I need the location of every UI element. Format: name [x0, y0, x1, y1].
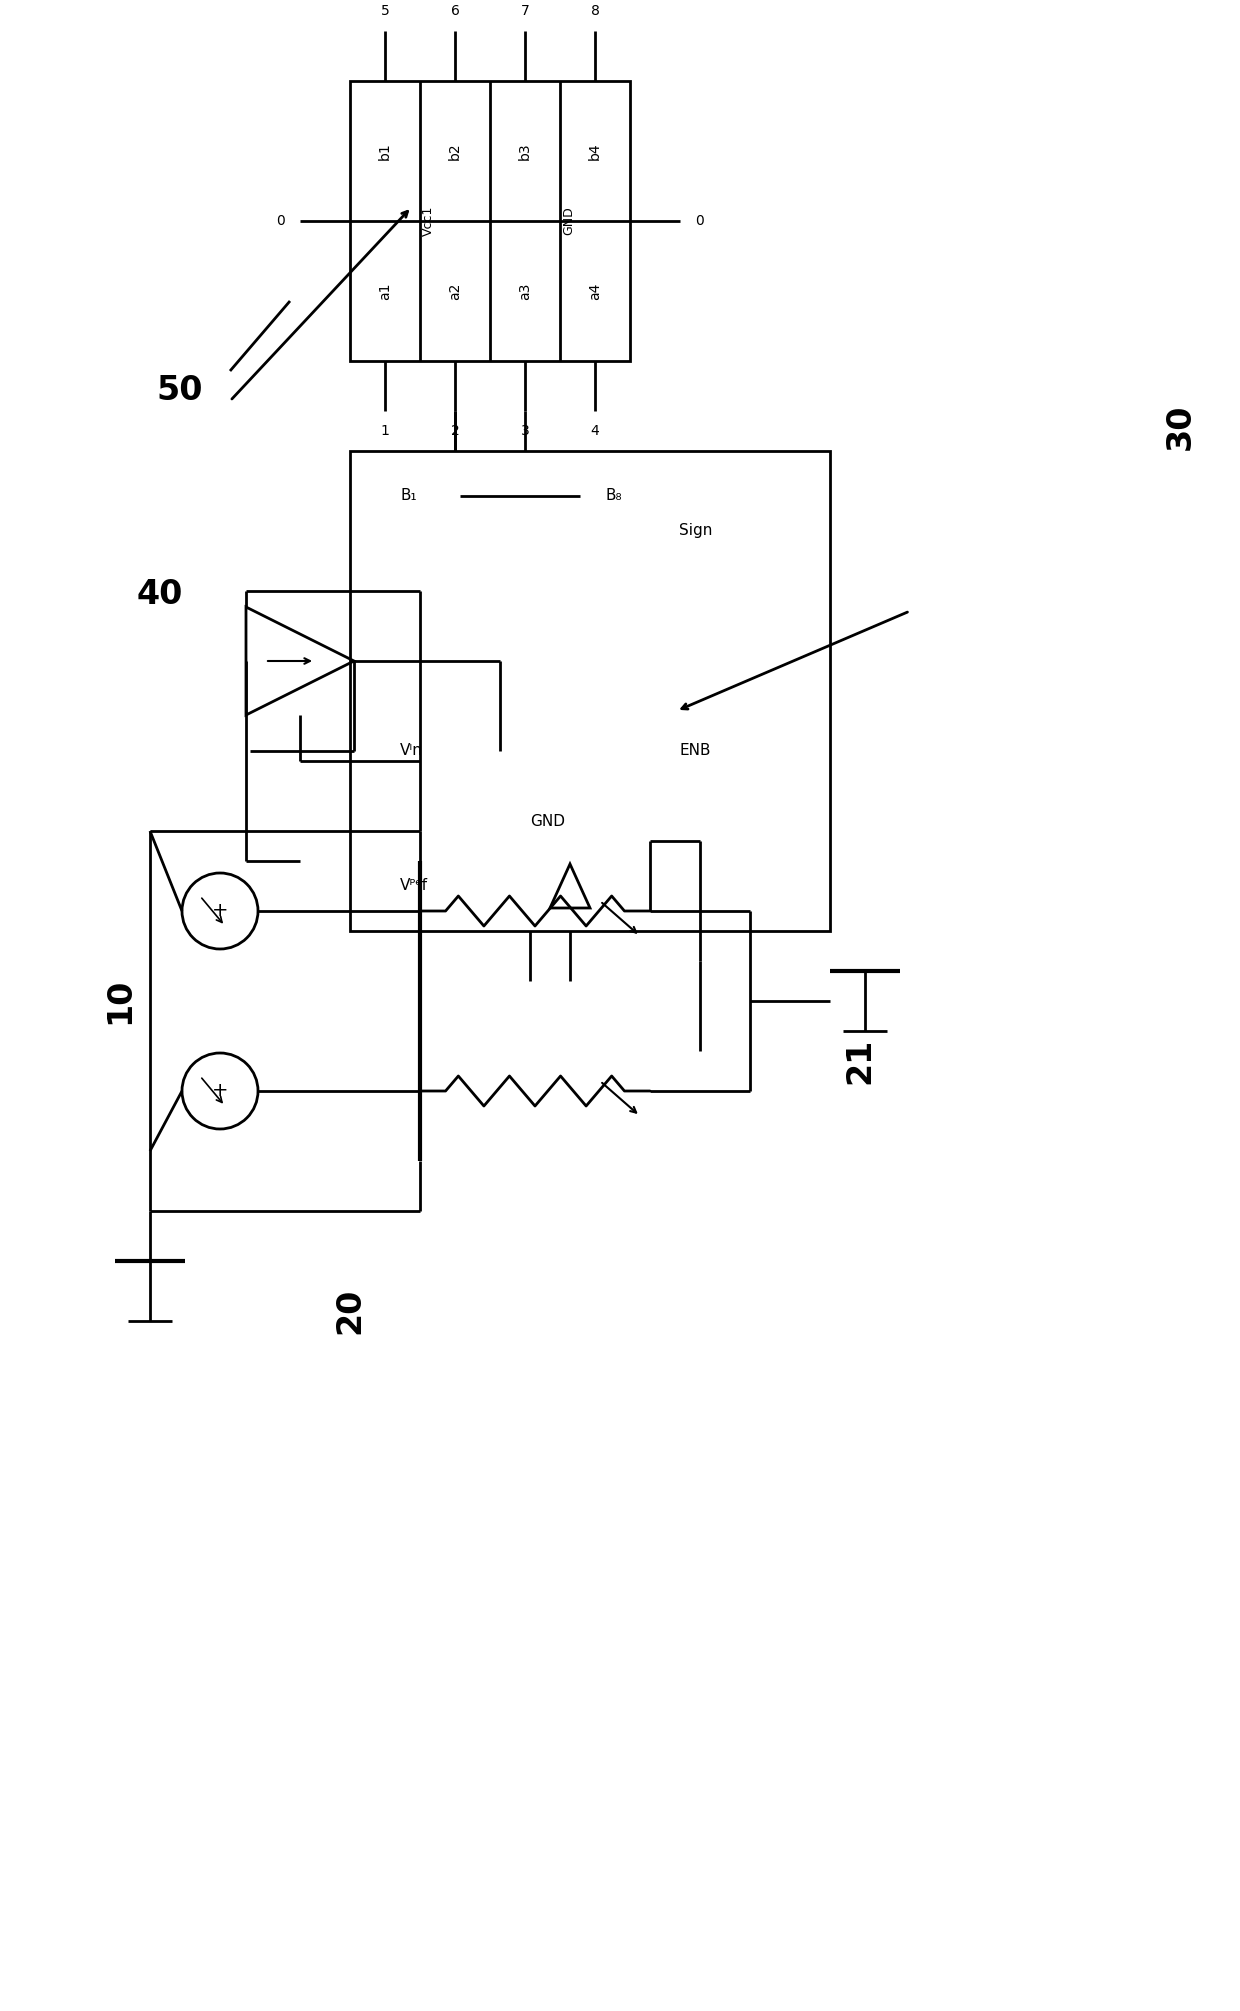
Text: 5: 5	[381, 4, 389, 18]
Text: 7: 7	[521, 4, 529, 18]
Bar	[350, 450, 830, 931]
Text: 30: 30	[1163, 404, 1197, 450]
Text: ENB: ENB	[680, 744, 712, 758]
Text: a3: a3	[518, 282, 532, 300]
Text: Vᴵn: Vᴵn	[401, 744, 423, 758]
Text: B₈: B₈	[606, 489, 622, 503]
Text: 8: 8	[590, 4, 599, 18]
Text: a2: a2	[448, 282, 463, 300]
Text: 50: 50	[156, 374, 203, 408]
Text: 21: 21	[843, 1038, 877, 1084]
Text: 4: 4	[590, 424, 599, 438]
Text: a4: a4	[588, 282, 601, 300]
Text: 3: 3	[521, 424, 529, 438]
Text: 1: 1	[381, 424, 389, 438]
Text: GND: GND	[562, 207, 575, 235]
Text: b2: b2	[448, 143, 463, 159]
Text: 40: 40	[136, 579, 184, 611]
Text: 0: 0	[277, 213, 285, 227]
Text: b1: b1	[378, 143, 392, 161]
Text: 6: 6	[450, 4, 460, 18]
Text: 0: 0	[694, 213, 704, 227]
Text: 20: 20	[334, 1287, 367, 1333]
Text: +: +	[212, 1082, 228, 1100]
Text: 10: 10	[103, 977, 136, 1024]
Text: Vcc1: Vcc1	[422, 205, 435, 235]
Text: b3: b3	[518, 143, 532, 159]
Text: GND: GND	[529, 814, 565, 829]
Text: B₁: B₁	[401, 489, 417, 503]
Text: 2: 2	[450, 424, 459, 438]
Text: Sign: Sign	[680, 523, 712, 539]
Text: Vᴾᵉf: Vᴾᵉf	[401, 879, 428, 893]
Bar	[350, 80, 630, 362]
Text: +: +	[212, 901, 228, 921]
Text: a1: a1	[378, 282, 392, 300]
Text: b4: b4	[588, 143, 601, 159]
